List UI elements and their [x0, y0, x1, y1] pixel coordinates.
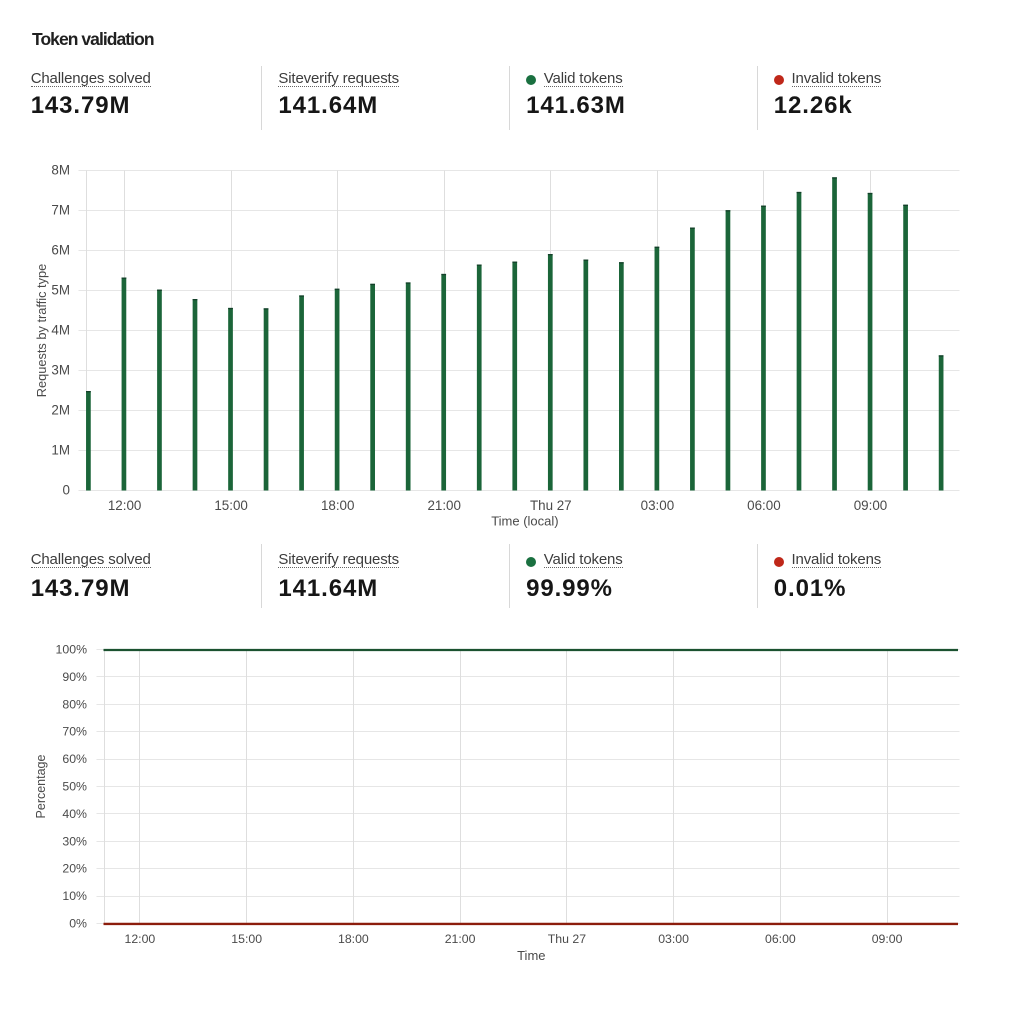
svg-text:06:00: 06:00 [747, 498, 781, 513]
svg-text:70%: 70% [62, 725, 87, 739]
svg-text:7M: 7M [51, 203, 70, 218]
svg-text:12:00: 12:00 [108, 498, 142, 513]
svg-text:Time: Time [517, 948, 545, 963]
svg-text:8M: 8M [51, 163, 70, 178]
svg-text:30%: 30% [62, 834, 87, 848]
svg-text:Requests by traffic type: Requests by traffic type [34, 264, 49, 398]
svg-text:3M: 3M [51, 363, 70, 378]
svg-text:21:00: 21:00 [427, 498, 461, 513]
svg-text:09:00: 09:00 [854, 498, 888, 513]
svg-text:09:00: 09:00 [872, 932, 903, 946]
svg-text:1M: 1M [51, 443, 70, 458]
svg-text:40%: 40% [62, 807, 87, 821]
svg-text:6M: 6M [51, 243, 70, 258]
svg-text:0%: 0% [69, 917, 87, 931]
svg-text:03:00: 03:00 [658, 932, 689, 946]
svg-text:4M: 4M [51, 323, 70, 338]
svg-text:0: 0 [63, 483, 70, 498]
svg-text:21:00: 21:00 [445, 932, 476, 946]
svg-text:Time (local): Time (local) [491, 514, 558, 529]
svg-text:10%: 10% [62, 889, 87, 903]
svg-text:03:00: 03:00 [641, 498, 675, 513]
svg-text:2M: 2M [51, 403, 70, 418]
svg-text:18:00: 18:00 [321, 498, 355, 513]
svg-text:90%: 90% [62, 670, 87, 684]
svg-text:60%: 60% [62, 752, 87, 766]
svg-text:15:00: 15:00 [231, 932, 262, 946]
svg-text:15:00: 15:00 [214, 498, 248, 513]
svg-text:Thu 27: Thu 27 [530, 498, 572, 513]
svg-text:80%: 80% [62, 697, 87, 711]
svg-text:Percentage: Percentage [34, 754, 48, 818]
svg-text:06:00: 06:00 [765, 932, 796, 946]
svg-text:18:00: 18:00 [338, 932, 369, 946]
svg-text:20%: 20% [62, 862, 87, 876]
svg-text:50%: 50% [62, 780, 87, 794]
svg-text:Thu 27: Thu 27 [548, 932, 586, 946]
svg-text:100%: 100% [56, 643, 88, 657]
svg-text:5M: 5M [51, 283, 70, 298]
svg-text:12:00: 12:00 [125, 932, 156, 946]
